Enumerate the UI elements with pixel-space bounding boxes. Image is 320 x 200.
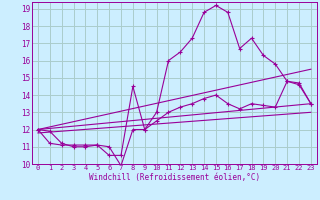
X-axis label: Windchill (Refroidissement éolien,°C): Windchill (Refroidissement éolien,°C) [89,173,260,182]
